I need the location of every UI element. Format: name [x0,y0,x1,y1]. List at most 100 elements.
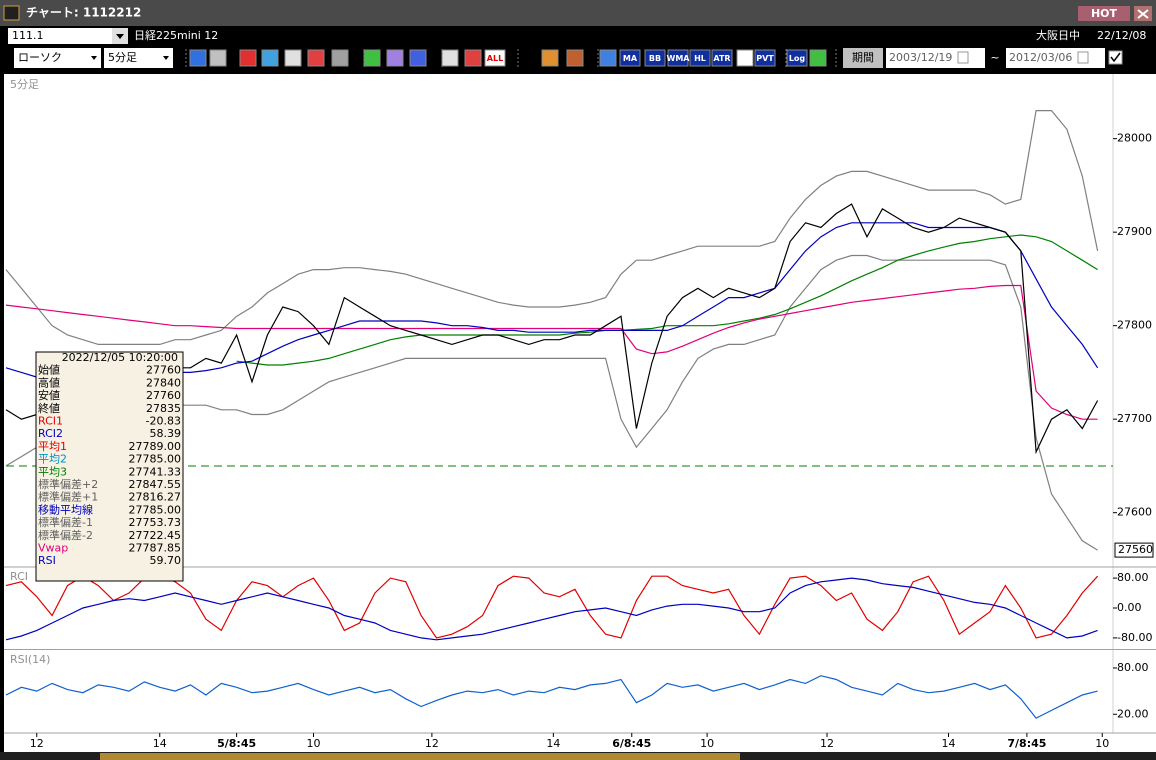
tool-icon[interactable] [189,49,207,67]
tool-button[interactable] [711,49,733,67]
title-bar [0,0,1156,26]
tool-button[interactable] [484,49,506,67]
panel-label: 5分足 [10,78,39,91]
y-tick-label: -80.00 [1117,631,1152,644]
info-value: 58.39 [150,427,182,440]
x-tick-label: 14 [941,737,955,750]
x-tick-label: 7/8:45 [1007,737,1046,750]
series-line [5,203,1099,455]
from-date: 2003/12/19 [889,51,952,64]
info-box [35,351,184,582]
tool-label: PVT [756,54,774,63]
y-tick-label: 27700 [1117,412,1152,425]
info-value: 27789.00 [129,440,182,453]
market-date: 22/12/08 [1097,29,1146,42]
tool-icon[interactable] [261,49,279,67]
info-label: 始値 [38,363,60,377]
info-value: 27835 [146,402,181,415]
date-checkbox[interactable] [1077,51,1089,64]
tool-button[interactable] [689,49,711,67]
info-label: 標準偏差-2 [38,528,93,542]
tool-icon[interactable] [386,49,404,67]
panel-label: RCI [10,570,28,583]
x-tick-label: 6/8:45 [612,737,651,750]
info-value: 27753.73 [129,516,182,529]
tool-icon[interactable] [307,49,325,67]
tool-icon[interactable] [464,49,482,67]
series-line [236,234,1098,366]
series-line [5,254,1098,551]
series-line [5,675,1098,719]
interval-text: 5分足 [108,51,137,64]
info-label: 平均2 [38,452,67,466]
date-separator: ~ [990,51,999,64]
tool-icon[interactable] [809,49,827,67]
tool-icon[interactable] [441,49,459,67]
x-tick-label: 10 [700,737,714,750]
info-value: 27760 [146,364,181,377]
info-value: -20.83 [146,415,181,428]
info-label: RSI [38,554,56,567]
info-label: 安値 [38,389,60,402]
tool-button[interactable] [786,49,808,67]
tool-icon[interactable] [331,49,349,67]
info-value: 27760 [146,389,181,402]
style-text: ローソク [18,51,62,64]
hot-button[interactable] [1078,6,1130,21]
y-tick-label: 0.00 [1117,601,1142,614]
tool-icon[interactable] [541,49,559,67]
tool-icon[interactable] [409,49,427,67]
period-button[interactable] [843,48,883,68]
info-label: RCI2 [38,427,63,440]
info-label: RCI1 [38,415,63,428]
y-tick-label: 27600 [1117,506,1152,519]
y-tick-label: 20.00 [1117,707,1149,720]
y-tick-label: 27900 [1117,225,1152,238]
tool-button[interactable] [619,49,641,67]
tool-button[interactable] [754,49,776,67]
dropdown-arrow [91,56,97,60]
scroll-bar[interactable] [100,753,740,760]
x-tick-label: 14 [546,737,560,750]
tool-label: Log [789,54,806,63]
hot-label: HOT [1091,7,1118,20]
tool-icon[interactable] [566,49,584,67]
series-line [5,222,1099,381]
tool-icon[interactable] [209,49,227,67]
period-label: 期間 [852,51,874,64]
dropdown-arrow [116,34,124,39]
x-tick-label: 12 [425,737,439,750]
to-date: 2012/03/06 [1009,51,1072,64]
info-label: Vwap [38,542,68,555]
tool-icon[interactable] [284,49,302,67]
tool-icon[interactable] [736,49,754,67]
app-icon [3,5,20,21]
info-value: 27787.85 [129,542,182,555]
tool-icon[interactable] [599,49,617,67]
chart-area [4,74,1156,752]
code-text: 111.1 [12,29,44,42]
tool-icon[interactable] [363,49,381,67]
series-line [5,284,1098,420]
tool-icon[interactable] [239,49,257,67]
info-datetime: 2022/12/05 10:20:00 [62,351,178,364]
tool-label: WMA [667,54,691,63]
series-line [5,577,1098,641]
x-tick-label: 5/8:45 [217,737,256,750]
style-select[interactable] [14,48,101,68]
info-label: 移動平均線 [38,502,93,516]
y-tick-label: 80.00 [1117,571,1149,584]
last-value: 27560 [1118,543,1153,556]
info-value: 27847.55 [129,478,182,491]
interval-select[interactable] [104,48,173,68]
tool-button[interactable] [667,49,689,67]
info-label: 平均1 [38,439,67,453]
date-checkbox[interactable] [957,51,969,64]
tool-button[interactable] [644,49,666,67]
dropdown-arrow [163,56,169,60]
code-select[interactable] [8,28,128,44]
toolbar-icons: ALL MA BB WMA HL ATR PVT Log [185,49,837,67]
info-value: 27816.27 [129,491,182,504]
